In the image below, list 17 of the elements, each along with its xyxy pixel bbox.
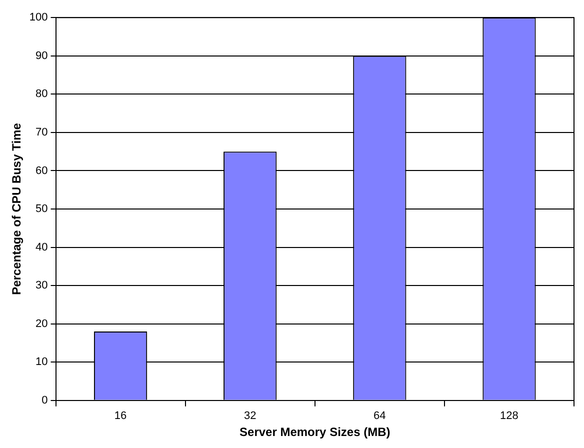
y-axis-title: Percentage of CPU Busy Time: [10, 122, 24, 295]
y-tick-label: 70: [36, 126, 48, 138]
y-tick-label: 20: [36, 318, 48, 330]
y-tick-label: 60: [36, 164, 48, 177]
x-tick-label: 16: [114, 410, 127, 422]
x-axis-title: Server Memory Sizes (MB): [240, 425, 390, 440]
y-tick-label: 40: [36, 241, 48, 254]
y-tick-label: 10: [36, 356, 48, 368]
y-tick-label: 50: [36, 203, 48, 216]
x-tick-label: 32: [244, 410, 256, 422]
y-tick-label: 0: [42, 394, 48, 406]
x-tick-label: 64: [374, 410, 386, 422]
y-tick-label: 90: [36, 50, 48, 62]
y-tick-label: 30: [36, 280, 48, 292]
x-tick-label: 128: [500, 410, 518, 422]
y-tick-label: 80: [36, 88, 48, 100]
y-tick-label: 100: [29, 12, 48, 24]
